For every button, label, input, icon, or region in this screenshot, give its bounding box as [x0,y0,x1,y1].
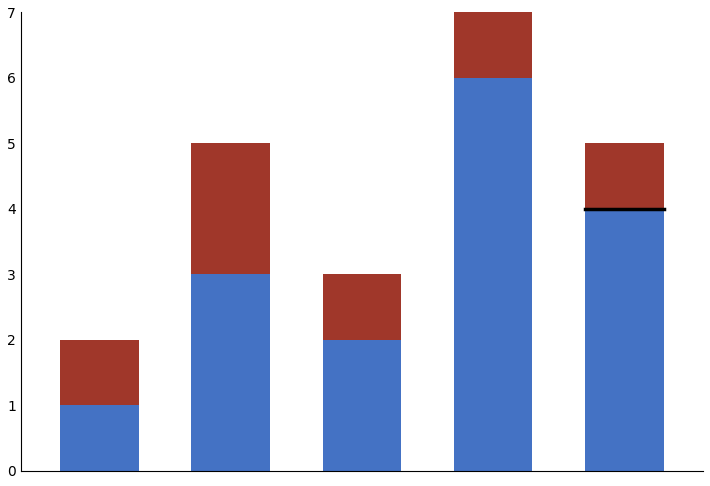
Bar [60,340,138,405]
Bar [322,274,401,340]
Bar [322,340,401,470]
Bar [585,209,664,470]
Bar [191,274,270,470]
Bar [60,405,138,470]
Bar [454,13,532,78]
Bar [585,143,664,209]
Bar [191,143,270,274]
Bar [454,78,532,470]
